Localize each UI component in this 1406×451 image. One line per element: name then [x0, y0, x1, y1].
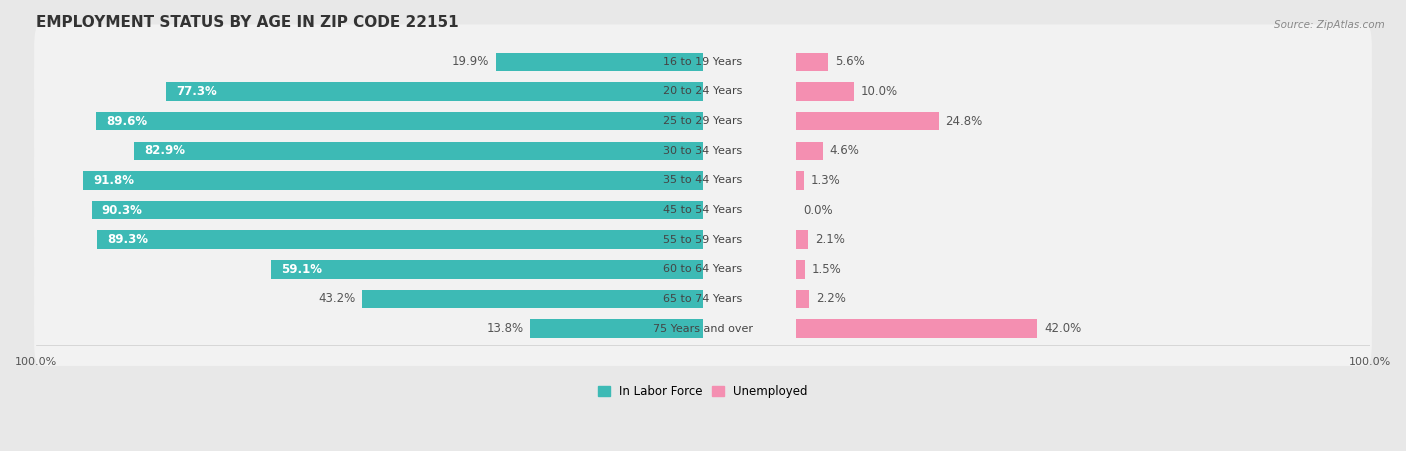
Text: 60 to 64 Years: 60 to 64 Years: [664, 264, 742, 274]
Bar: [96, 112, 703, 130]
Text: 90.3%: 90.3%: [101, 203, 142, 216]
Text: 45 to 54 Years: 45 to 54 Years: [664, 205, 742, 215]
Text: 65 to 74 Years: 65 to 74 Years: [664, 294, 742, 304]
Bar: [796, 82, 853, 101]
Text: 4.6%: 4.6%: [830, 144, 859, 157]
Text: 89.3%: 89.3%: [107, 233, 149, 246]
FancyBboxPatch shape: [34, 143, 1372, 218]
Bar: [495, 53, 703, 71]
Text: 2.2%: 2.2%: [815, 293, 845, 305]
Text: 1.5%: 1.5%: [811, 263, 841, 276]
FancyBboxPatch shape: [34, 262, 1372, 336]
Bar: [166, 82, 703, 101]
Text: 42.0%: 42.0%: [1043, 322, 1081, 335]
Text: 91.8%: 91.8%: [93, 174, 134, 187]
Bar: [796, 260, 806, 279]
Text: 1.3%: 1.3%: [810, 174, 841, 187]
Legend: In Labor Force, Unemployed: In Labor Force, Unemployed: [593, 381, 813, 403]
Text: Source: ZipAtlas.com: Source: ZipAtlas.com: [1274, 20, 1385, 30]
Text: 19.9%: 19.9%: [451, 55, 489, 68]
Text: 82.9%: 82.9%: [145, 144, 186, 157]
Text: 75 Years and over: 75 Years and over: [652, 324, 754, 334]
Text: 30 to 34 Years: 30 to 34 Years: [664, 146, 742, 156]
Text: 77.3%: 77.3%: [176, 85, 217, 98]
FancyBboxPatch shape: [34, 173, 1372, 248]
Text: 59.1%: 59.1%: [281, 263, 322, 276]
Text: 5.6%: 5.6%: [835, 55, 865, 68]
Bar: [97, 230, 703, 249]
Bar: [796, 319, 1038, 338]
Bar: [83, 171, 703, 189]
Text: 35 to 44 Years: 35 to 44 Years: [664, 175, 742, 185]
Bar: [530, 319, 703, 338]
Text: 10.0%: 10.0%: [860, 85, 897, 98]
Text: 43.2%: 43.2%: [318, 293, 356, 305]
Bar: [796, 53, 828, 71]
Text: 20 to 24 Years: 20 to 24 Years: [664, 87, 742, 97]
Text: 2.1%: 2.1%: [815, 233, 845, 246]
FancyBboxPatch shape: [34, 24, 1372, 99]
Text: EMPLOYMENT STATUS BY AGE IN ZIP CODE 22151: EMPLOYMENT STATUS BY AGE IN ZIP CODE 221…: [37, 15, 458, 30]
Bar: [796, 230, 808, 249]
FancyBboxPatch shape: [34, 232, 1372, 307]
FancyBboxPatch shape: [34, 291, 1372, 366]
FancyBboxPatch shape: [34, 54, 1372, 129]
Text: 13.8%: 13.8%: [486, 322, 524, 335]
Text: 55 to 59 Years: 55 to 59 Years: [664, 235, 742, 245]
Text: 0.0%: 0.0%: [803, 203, 832, 216]
Text: 16 to 19 Years: 16 to 19 Years: [664, 57, 742, 67]
Bar: [796, 142, 823, 160]
Bar: [271, 260, 703, 279]
Bar: [361, 290, 703, 308]
Bar: [134, 142, 703, 160]
Bar: [91, 201, 703, 219]
FancyBboxPatch shape: [34, 113, 1372, 188]
Text: 24.8%: 24.8%: [945, 115, 983, 128]
Text: 25 to 29 Years: 25 to 29 Years: [664, 116, 742, 126]
Bar: [796, 171, 804, 189]
FancyBboxPatch shape: [34, 202, 1372, 277]
Bar: [796, 290, 808, 308]
FancyBboxPatch shape: [34, 84, 1372, 158]
Bar: [796, 112, 939, 130]
Text: 89.6%: 89.6%: [105, 115, 146, 128]
